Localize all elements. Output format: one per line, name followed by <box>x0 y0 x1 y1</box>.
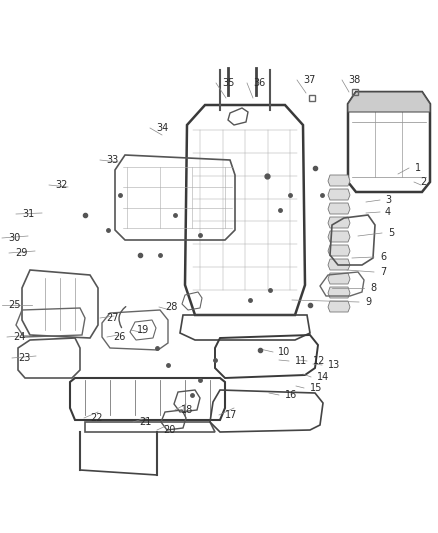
Text: 31: 31 <box>22 209 34 219</box>
Text: 7: 7 <box>380 267 386 277</box>
Text: 5: 5 <box>388 228 394 238</box>
Polygon shape <box>328 189 350 200</box>
Polygon shape <box>328 231 350 242</box>
Text: 34: 34 <box>156 123 168 133</box>
Text: 35: 35 <box>222 78 234 88</box>
Text: 38: 38 <box>348 75 360 85</box>
Text: 28: 28 <box>165 302 177 312</box>
Polygon shape <box>328 301 350 312</box>
Polygon shape <box>328 259 350 270</box>
Text: 15: 15 <box>310 383 322 393</box>
Text: 26: 26 <box>113 332 125 342</box>
Text: 30: 30 <box>8 233 20 243</box>
Text: 22: 22 <box>90 413 102 423</box>
Text: 12: 12 <box>313 356 325 366</box>
Polygon shape <box>348 92 430 112</box>
Text: 29: 29 <box>15 248 27 258</box>
Text: 21: 21 <box>139 417 152 427</box>
Polygon shape <box>328 245 350 256</box>
Text: 33: 33 <box>106 155 118 165</box>
Text: 6: 6 <box>380 252 386 262</box>
Text: 36: 36 <box>253 78 265 88</box>
Polygon shape <box>328 217 350 228</box>
Text: 19: 19 <box>137 325 149 335</box>
Text: 18: 18 <box>181 405 193 415</box>
Text: 1: 1 <box>415 163 421 173</box>
Text: 23: 23 <box>18 353 30 363</box>
Text: 32: 32 <box>55 180 67 190</box>
Text: 16: 16 <box>285 390 297 400</box>
Text: 24: 24 <box>13 332 25 342</box>
Polygon shape <box>328 273 350 284</box>
Polygon shape <box>328 203 350 214</box>
Text: 10: 10 <box>278 347 290 357</box>
Polygon shape <box>328 175 350 186</box>
Text: 2: 2 <box>420 177 426 187</box>
Text: 17: 17 <box>225 410 237 420</box>
Text: 9: 9 <box>365 297 371 307</box>
Text: 3: 3 <box>385 195 391 205</box>
Text: 14: 14 <box>317 372 329 382</box>
Polygon shape <box>328 287 350 298</box>
Text: 20: 20 <box>163 425 175 435</box>
Text: 27: 27 <box>106 313 119 323</box>
Text: 4: 4 <box>385 207 391 217</box>
Text: 8: 8 <box>370 283 376 293</box>
Text: 11: 11 <box>295 356 307 366</box>
Text: 37: 37 <box>303 75 315 85</box>
Text: 13: 13 <box>328 360 340 370</box>
Text: 25: 25 <box>8 300 21 310</box>
